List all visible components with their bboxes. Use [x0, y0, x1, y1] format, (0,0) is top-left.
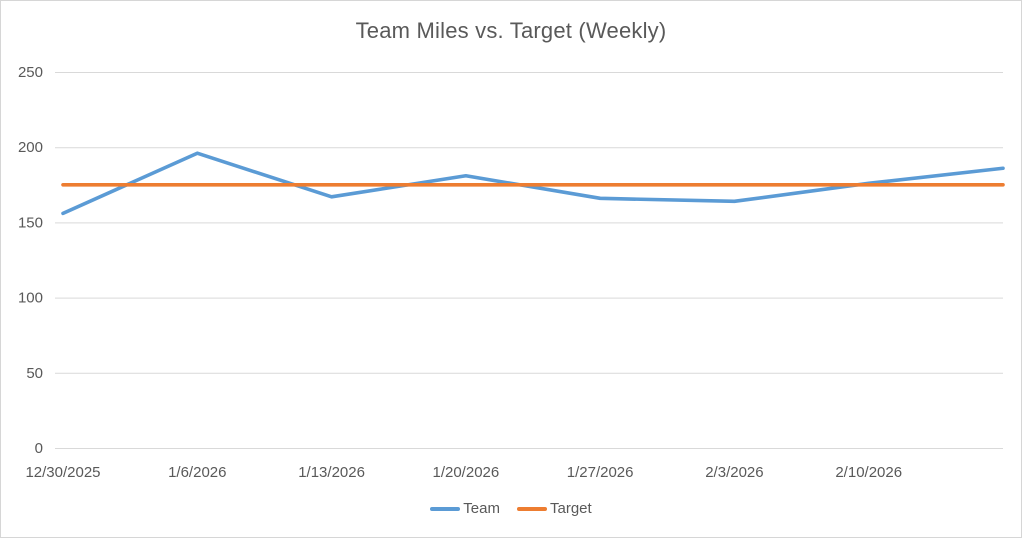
- target-series-swatch: [516, 506, 547, 511]
- y-tick-label: 0: [35, 440, 43, 457]
- x-tick-label: 1/27/2026: [567, 464, 634, 481]
- y-tick-label: 200: [18, 139, 43, 156]
- x-tick-label: 2/3/2026: [705, 464, 763, 481]
- legend: Team Target: [1, 500, 1021, 517]
- x-tick-label: 1/13/2026: [298, 464, 365, 481]
- legend-item-target: Target: [516, 500, 592, 517]
- y-tick-label: 250: [18, 64, 43, 81]
- y-tick-label: 100: [18, 290, 43, 307]
- legend-label-team: Team: [463, 500, 500, 517]
- team-series-swatch: [430, 506, 461, 511]
- x-tick-label: 1/6/2026: [168, 464, 226, 481]
- legend-item-team: Team: [430, 500, 500, 517]
- x-tick-label: 12/30/2025: [25, 464, 100, 481]
- x-tick-label: 1/20/2026: [432, 464, 499, 481]
- legend-label-target: Target: [549, 500, 592, 517]
- x-tick-label: 2/10/2026: [835, 464, 902, 481]
- y-tick-label: 50: [26, 365, 43, 382]
- chart-title: Team Miles vs. Target (Weekly): [355, 18, 667, 43]
- y-tick-label: 150: [18, 214, 43, 231]
